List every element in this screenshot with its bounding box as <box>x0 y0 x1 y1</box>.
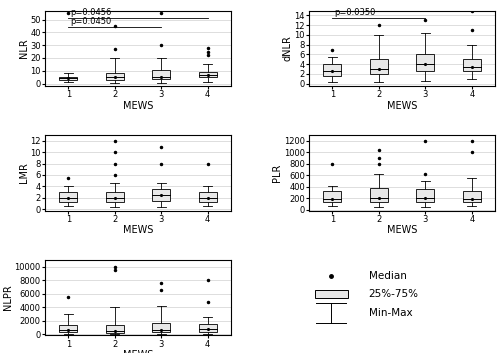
Bar <box>60 324 77 332</box>
Y-axis label: LMR: LMR <box>19 162 29 184</box>
Y-axis label: PLR: PLR <box>272 164 282 182</box>
Bar <box>106 73 124 80</box>
Text: p=0.0350: p=0.0350 <box>334 8 376 17</box>
Bar <box>199 324 216 332</box>
Bar <box>152 323 170 332</box>
Bar <box>370 59 388 74</box>
Bar <box>106 192 124 202</box>
Bar <box>324 191 341 202</box>
Text: 25%-75%: 25%-75% <box>368 289 418 299</box>
Bar <box>416 54 434 72</box>
Bar <box>106 324 124 333</box>
X-axis label: MEWS: MEWS <box>123 350 153 353</box>
Y-axis label: dNLR: dNLR <box>283 35 293 61</box>
Bar <box>324 64 341 76</box>
Text: p=0.0450: p=0.0450 <box>70 17 112 26</box>
Y-axis label: NLR: NLR <box>19 38 29 58</box>
Text: Median: Median <box>368 271 406 281</box>
Bar <box>152 189 170 201</box>
Bar <box>416 189 434 202</box>
Bar <box>60 192 77 202</box>
Bar <box>463 59 480 72</box>
Bar <box>314 290 348 298</box>
Text: Min-Max: Min-Max <box>368 308 412 318</box>
Bar <box>199 72 216 77</box>
Text: p=0.0456: p=0.0456 <box>70 8 112 17</box>
Bar <box>199 192 216 202</box>
X-axis label: MEWS: MEWS <box>123 225 153 235</box>
X-axis label: MEWS: MEWS <box>387 225 417 235</box>
Bar <box>152 70 170 79</box>
Bar <box>370 188 388 202</box>
Bar <box>60 77 77 80</box>
Y-axis label: NLPR: NLPR <box>3 285 13 310</box>
X-axis label: MEWS: MEWS <box>123 101 153 111</box>
Bar <box>463 191 480 202</box>
X-axis label: MEWS: MEWS <box>387 101 417 111</box>
